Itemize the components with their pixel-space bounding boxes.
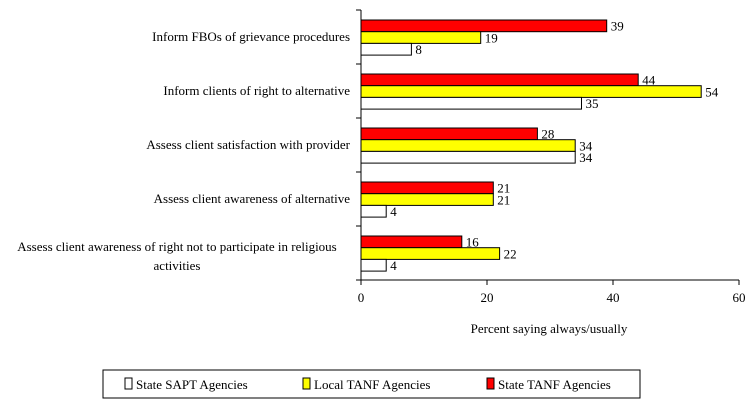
legend-box	[102, 369, 641, 399]
category-label: Assess client awareness of right not to …	[17, 239, 337, 273]
legend-label: State TANF Agencies	[498, 377, 611, 392]
bar	[360, 150, 576, 164]
bar	[360, 204, 387, 218]
legend-label: Local TANF Agencies	[314, 377, 430, 392]
x-tick-label: 40	[607, 290, 620, 305]
data-label: 28	[541, 127, 554, 142]
data-label: 22	[504, 246, 517, 261]
data-label: 34	[579, 150, 593, 165]
bar	[360, 73, 639, 87]
legend-swatch	[302, 377, 311, 390]
data-label: 21	[497, 181, 510, 196]
category-label: Inform clients of right to alternative	[163, 83, 350, 98]
legend-swatch	[486, 377, 495, 390]
bar	[360, 235, 463, 249]
bar	[360, 85, 702, 98]
category-label: Assess client awareness of alternative	[154, 191, 351, 206]
data-label: 54	[705, 84, 719, 99]
bar	[360, 181, 494, 195]
data-label: 19	[485, 30, 498, 45]
x-axis-label: Percent saying always/usually	[471, 321, 628, 336]
x-tick-label: 60	[733, 290, 746, 305]
x-tick-label: 0	[358, 290, 365, 305]
data-label: 44	[642, 73, 656, 88]
bar	[360, 193, 494, 206]
category-label: Inform FBOs of grievance procedures	[152, 29, 350, 44]
data-label: 34	[579, 138, 593, 153]
data-label: 4	[390, 258, 397, 273]
bar	[360, 247, 501, 260]
data-label: 16	[466, 235, 480, 250]
bar	[360, 42, 412, 56]
category-label: Assess client satisfaction with provider	[146, 137, 350, 152]
data-label: 4	[390, 204, 397, 219]
data-label: 39	[611, 19, 624, 34]
legend-swatch	[124, 377, 133, 390]
legend-label: State SAPT Agencies	[136, 377, 248, 392]
bar	[360, 96, 582, 110]
bar	[360, 127, 538, 141]
data-label: 21	[497, 192, 510, 207]
bar	[360, 258, 387, 272]
data-label: 8	[415, 42, 422, 57]
bar	[360, 139, 576, 152]
x-tick-label: 20	[481, 290, 494, 305]
data-label: 35	[586, 96, 599, 111]
